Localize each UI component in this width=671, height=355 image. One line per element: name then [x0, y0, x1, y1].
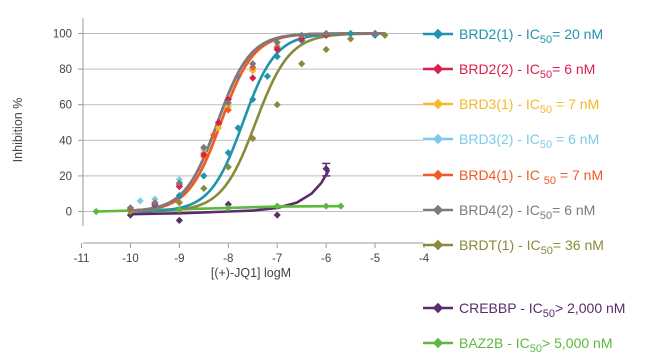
legend-label: BRD4(1) - IC 50 = 7 nM — [459, 167, 603, 187]
legend-label-prefix: BAZ2B - IC — [459, 335, 530, 351]
legend-label-suffix: = 7 nM — [556, 167, 603, 183]
legend-label-subscript: 50 — [540, 139, 552, 151]
y-tick-label: 60 — [59, 100, 72, 112]
legend-label-subscript: 50 — [540, 104, 552, 116]
legend-label-suffix: > 2,000 nM — [555, 300, 625, 316]
data-point — [93, 208, 100, 215]
legend-label-suffix: = 20 nM — [552, 26, 603, 42]
legend-swatch-marker — [433, 29, 443, 39]
legend-label-subscript: 50 — [540, 210, 552, 222]
legend-label-suffix: = 7 nM — [552, 96, 599, 112]
legend-label-prefix: BRD4(2) - IC — [459, 202, 540, 218]
series-line — [130, 34, 384, 211]
legend-swatch-marker — [433, 338, 443, 348]
x-tick-label: -10 — [122, 253, 139, 265]
legend-swatch-marker — [433, 170, 443, 180]
y-tick-label: 20 — [59, 171, 72, 183]
y-tick-label: 0 — [66, 207, 72, 219]
data-point — [274, 211, 281, 218]
x-tick-label: -6 — [321, 253, 331, 265]
data-point — [200, 185, 207, 192]
series-line — [130, 34, 384, 211]
legend-label-suffix: > 5,000 nM — [542, 335, 612, 351]
legend-label: BAZ2B - IC50> 5,000 nM — [459, 335, 612, 355]
x-axis-ticks: -11 -10 -9 -8 -7 -6 -5 -4 — [74, 243, 430, 265]
series-line — [130, 34, 384, 211]
legend-label-prefix: BRD3(1) - IC — [459, 96, 540, 112]
x-tick-label: -5 — [370, 253, 380, 265]
data-point — [298, 60, 305, 67]
data-point — [249, 74, 256, 81]
legend-label: BRDT(1) - IC50= 36 nM — [459, 237, 604, 257]
x-tick-label: -4 — [419, 253, 430, 265]
legend-label: BRD3(1) - IC50 = 7 nM — [459, 96, 599, 116]
series-line — [130, 34, 384, 212]
x-tick-label: -7 — [272, 253, 282, 265]
data-point — [176, 217, 183, 224]
legend-label-subscript: 50 — [541, 245, 553, 257]
plot-area — [93, 30, 389, 224]
series-line — [130, 34, 384, 211]
legend-swatch-marker — [433, 64, 443, 74]
y-axis-ticks: 0 20 40 60 80 100 — [53, 29, 83, 219]
series-line — [130, 34, 384, 211]
series-line — [130, 34, 384, 212]
y-tick-label: 40 — [59, 135, 72, 147]
legend-label-prefix: BRD2(1) - IC — [459, 26, 540, 42]
data-point — [274, 101, 281, 108]
legend-label-prefix: CREBBP - IC — [459, 300, 543, 316]
legend-label: BRD2(1) - IC50= 20 nM — [459, 26, 603, 46]
legend-label-suffix: = 6 nM — [552, 131, 599, 147]
x-tick-label: -11 — [74, 253, 90, 265]
legend-label-subscript: 50 — [544, 175, 556, 187]
legend-label-prefix: BRD2(2) - IC — [459, 61, 540, 77]
legend-label-subscript: 50 — [543, 308, 555, 320]
data-point — [323, 46, 330, 53]
legend-label-suffix: = 6 nM — [552, 202, 595, 218]
legend-label-subscript: 50 — [540, 34, 552, 46]
legend-swatch-marker — [433, 205, 443, 215]
x-tick-label: -8 — [223, 253, 233, 265]
legend-label-suffix: = 36 nM — [553, 237, 604, 253]
legend-label-prefix: BRD4(1) - IC — [459, 167, 544, 183]
x-axis-title: [(+)-JQ1] logM — [211, 266, 291, 280]
legend-label: BRD2(2) - IC50= 6 nM — [459, 61, 595, 81]
data-point — [337, 203, 344, 210]
legend-label: CREBBP - IC50> 2,000 nM — [459, 300, 625, 320]
legend-label: BRD3(2) - IC50 = 6 nM — [459, 131, 599, 151]
y-tick-label: 80 — [59, 64, 72, 76]
legend-label-prefix: BRDT(1) - IC — [459, 237, 541, 253]
legend-swatch-marker — [433, 303, 443, 313]
data-point — [264, 73, 271, 80]
legend-label-subscript: 50 — [530, 343, 542, 355]
y-tick-label: 100 — [53, 29, 72, 41]
data-point — [347, 30, 354, 37]
legend-label-prefix: BRD3(2) - IC — [459, 131, 540, 147]
data-point — [200, 172, 207, 179]
legend-swatch-marker — [433, 99, 443, 109]
grid-lines — [83, 34, 423, 212]
x-tick-label: -9 — [174, 253, 184, 265]
data-point — [323, 203, 330, 210]
data-point — [137, 197, 144, 204]
legend-swatch-marker — [433, 240, 443, 250]
legend-label: BRD4(2) - IC50= 6 nM — [459, 202, 595, 222]
legend-label-suffix: = 6 nM — [552, 61, 595, 77]
y-axis-title: Inhibition % — [11, 98, 25, 163]
legend-swatch-marker — [433, 134, 443, 144]
legend-label-subscript: 50 — [540, 69, 552, 81]
